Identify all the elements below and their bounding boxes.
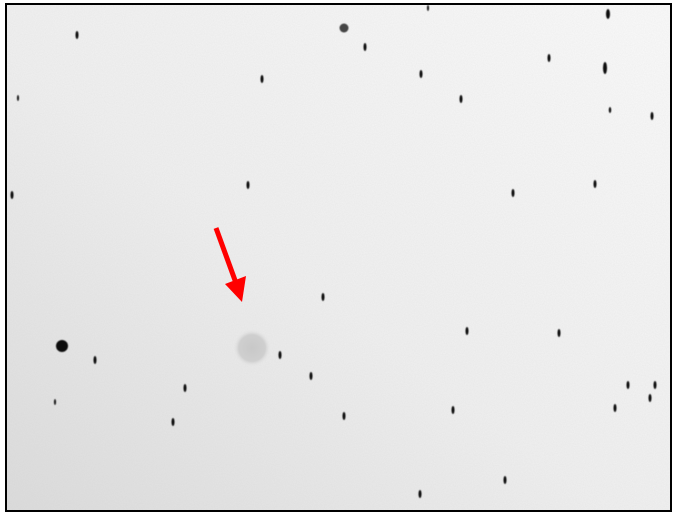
star xyxy=(606,9,610,19)
page: (() => { const data = JSON.parse(documen… xyxy=(0,0,678,516)
star xyxy=(279,351,282,359)
star xyxy=(94,356,97,364)
star xyxy=(466,327,469,335)
star xyxy=(184,384,187,392)
astro-image xyxy=(0,0,678,516)
star xyxy=(452,406,455,414)
star xyxy=(504,476,507,484)
star xyxy=(76,31,79,39)
star xyxy=(322,293,325,301)
star xyxy=(614,404,617,412)
star xyxy=(17,95,19,101)
star xyxy=(419,490,422,498)
star xyxy=(364,43,367,51)
star xyxy=(558,329,561,337)
star xyxy=(427,5,429,11)
star xyxy=(603,62,607,74)
star xyxy=(654,381,657,389)
star xyxy=(627,381,630,389)
star xyxy=(512,189,515,197)
star xyxy=(247,181,250,189)
star xyxy=(340,24,349,33)
star xyxy=(651,112,654,120)
faint-object xyxy=(233,329,271,367)
star xyxy=(548,54,551,62)
star xyxy=(56,340,68,352)
star xyxy=(11,191,14,199)
star xyxy=(343,412,346,420)
star xyxy=(420,70,423,78)
star xyxy=(172,418,175,426)
star xyxy=(649,394,652,402)
star xyxy=(609,107,611,113)
star xyxy=(261,75,264,83)
sky-grain xyxy=(6,4,671,511)
star xyxy=(594,180,597,188)
star xyxy=(54,399,56,405)
star xyxy=(460,95,463,103)
star xyxy=(310,372,313,380)
